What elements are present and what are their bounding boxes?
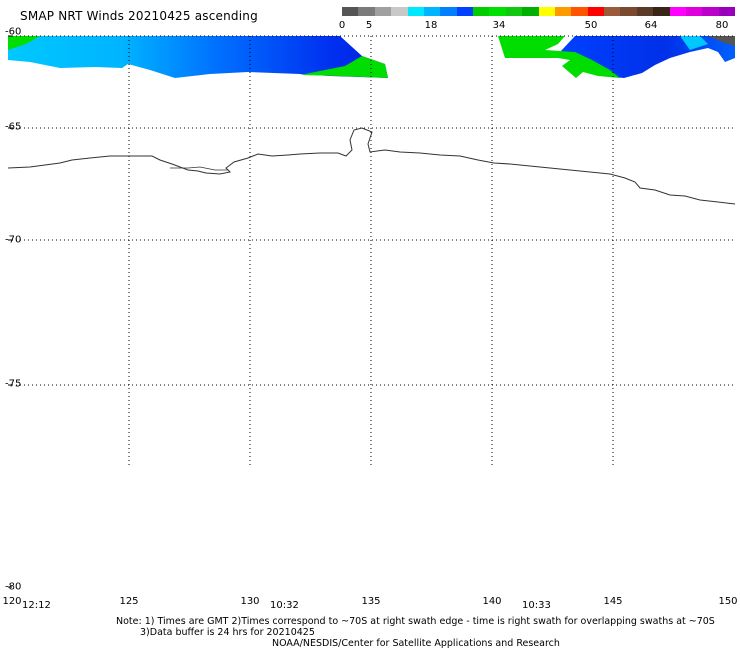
colorbar	[342, 7, 735, 16]
lat-label-60: -60	[5, 26, 22, 38]
colorbar-segment	[636, 7, 654, 16]
coastline-inner	[170, 166, 228, 171]
colorbar-label-50: 50	[584, 20, 598, 31]
colorbar-segment	[669, 7, 686, 16]
colorbar-label-80: 80	[715, 20, 729, 31]
colorbar-segment	[571, 7, 588, 16]
colorbar-segment	[423, 7, 441, 16]
lon-label-145: 145	[603, 596, 623, 607]
note-line-1: Note: 1) Times are GMT 2)Times correspon…	[116, 616, 715, 627]
colorbar-segment	[522, 7, 539, 16]
lat-label-65: -65	[5, 121, 22, 133]
wind-swath-left-green-edge	[300, 56, 388, 78]
wind-swath-left-green-corner	[8, 36, 40, 50]
wind-swath-right-light	[680, 36, 708, 50]
lon-label-140: 140	[482, 596, 502, 607]
axis-ticks	[8, 35, 12, 588]
colorbar-segment	[718, 7, 735, 16]
wind-swath-left	[8, 36, 388, 78]
wind-swath-right-green	[498, 36, 620, 78]
colorbar-segment	[374, 7, 392, 16]
colorbar-segment	[538, 7, 555, 16]
map-title: SMAP NRT Winds 20210425 ascending	[20, 9, 258, 23]
lon-label-130: 130	[240, 596, 260, 607]
colorbar-segment	[653, 7, 670, 16]
colorbar-segment	[473, 7, 490, 16]
lon-label-125: 125	[119, 596, 139, 607]
lon-label-135: 135	[361, 596, 381, 607]
note-line-2: 3)Data buffer is 24 hrs for 20210425	[140, 627, 315, 638]
colorbar-segment	[391, 7, 408, 16]
colorbar-segment	[685, 7, 703, 16]
colorbar-segment	[505, 7, 523, 16]
lat-label-70: -70	[5, 234, 22, 246]
colorbar-label-18: 18	[424, 20, 438, 31]
colorbar-segment	[358, 7, 375, 16]
colorbar-label-0: 0	[338, 20, 346, 31]
lon-label-120: 120	[2, 596, 22, 607]
swath-time-3: 10:33	[522, 600, 551, 611]
colorbar-segment	[456, 7, 473, 16]
colorbar-segment	[587, 7, 604, 16]
colorbar-segment	[489, 7, 506, 16]
colorbar-label-34: 34	[492, 20, 506, 31]
coastline	[7, 127, 736, 205]
colorbar-segment	[620, 7, 637, 16]
colorbar-segment	[702, 7, 719, 16]
note-line-3: NOAA/NESDIS/Center for Satellite Applica…	[272, 638, 560, 649]
swath-time-1: 12:12	[22, 600, 51, 611]
swath-time-2: 10:32	[270, 600, 299, 611]
colorbar-segment	[342, 7, 359, 16]
colorbar-label-5: 5	[365, 20, 373, 31]
colorbar-segment	[440, 7, 457, 16]
colorbar-label-64: 64	[644, 20, 658, 31]
colorbar-segment	[604, 7, 621, 16]
lat-label-75: -75	[5, 378, 22, 390]
graticule	[8, 35, 735, 465]
lat-label-80: -80	[5, 581, 22, 593]
lon-label-150: 150	[718, 596, 738, 607]
wind-swath-right-gray	[708, 36, 735, 46]
colorbar-segment	[407, 7, 424, 16]
colorbar-segment	[554, 7, 572, 16]
